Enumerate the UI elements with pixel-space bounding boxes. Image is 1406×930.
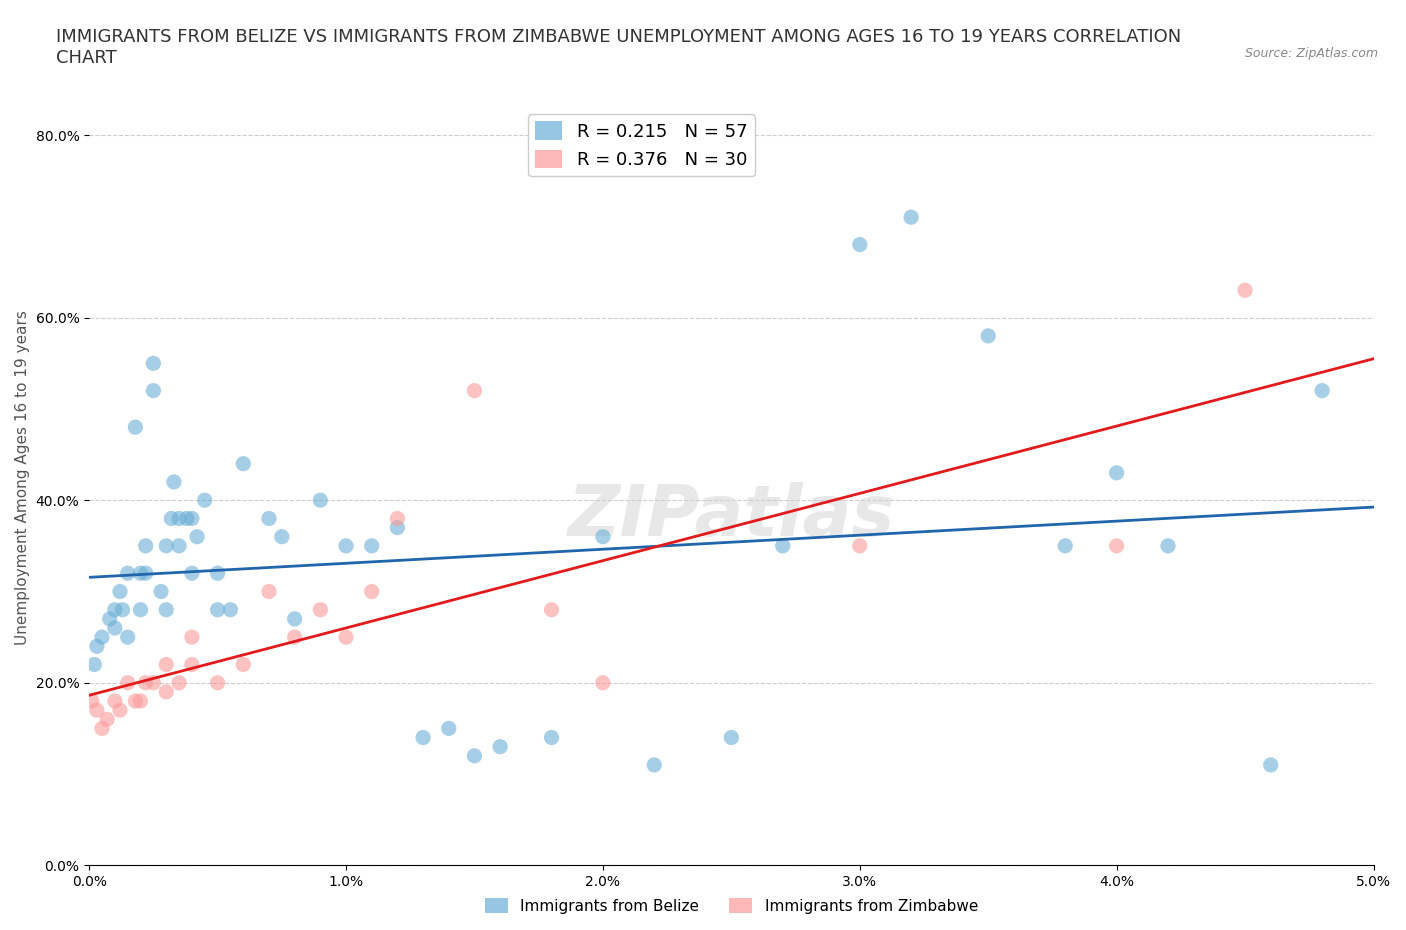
Point bbox=[135, 565, 157, 580]
Point bbox=[124, 694, 146, 709]
Point bbox=[1157, 538, 1180, 553]
Point bbox=[848, 237, 870, 252]
Point bbox=[155, 684, 177, 699]
Point bbox=[86, 703, 108, 718]
Point bbox=[91, 630, 114, 644]
Point bbox=[86, 639, 108, 654]
Point bbox=[772, 538, 794, 553]
Point bbox=[135, 675, 157, 690]
Point bbox=[463, 749, 485, 764]
Text: Source: ZipAtlas.com: Source: ZipAtlas.com bbox=[1244, 46, 1378, 60]
Point bbox=[167, 511, 190, 525]
Point bbox=[98, 611, 121, 626]
Point bbox=[232, 457, 254, 472]
Point bbox=[1105, 465, 1128, 480]
Point bbox=[592, 675, 614, 690]
Point bbox=[1105, 538, 1128, 553]
Point bbox=[643, 758, 665, 773]
Text: ZIPatlas: ZIPatlas bbox=[568, 482, 896, 551]
Point bbox=[108, 584, 131, 599]
Point bbox=[257, 511, 280, 525]
Point bbox=[129, 565, 152, 580]
Point bbox=[1054, 538, 1077, 553]
Point bbox=[135, 538, 157, 553]
Point bbox=[437, 721, 460, 736]
Point bbox=[117, 565, 139, 580]
Point bbox=[83, 658, 105, 672]
Point bbox=[977, 328, 1000, 343]
Point bbox=[155, 538, 177, 553]
Point bbox=[309, 603, 332, 618]
Point bbox=[176, 511, 198, 525]
Point bbox=[194, 493, 217, 508]
Point bbox=[207, 675, 229, 690]
Point bbox=[142, 356, 165, 371]
Point bbox=[180, 658, 202, 672]
Point bbox=[180, 565, 202, 580]
Point bbox=[270, 529, 292, 544]
Point bbox=[309, 493, 332, 508]
Point bbox=[129, 694, 152, 709]
Point bbox=[80, 694, 103, 709]
Point bbox=[160, 511, 183, 525]
Point bbox=[108, 703, 131, 718]
Point bbox=[207, 565, 229, 580]
Point bbox=[142, 383, 165, 398]
Point bbox=[540, 603, 562, 618]
Point bbox=[150, 584, 173, 599]
Point bbox=[91, 721, 114, 736]
Point bbox=[335, 630, 357, 644]
Point bbox=[104, 694, 127, 709]
Point bbox=[232, 658, 254, 672]
Point bbox=[111, 603, 134, 618]
Point bbox=[155, 603, 177, 618]
Point bbox=[163, 474, 186, 489]
Point bbox=[489, 739, 512, 754]
Point bbox=[335, 538, 357, 553]
Point bbox=[463, 383, 485, 398]
Point bbox=[129, 603, 152, 618]
Point bbox=[167, 538, 190, 553]
Point bbox=[186, 529, 208, 544]
Point bbox=[412, 730, 434, 745]
Point bbox=[900, 210, 922, 225]
Text: IMMIGRANTS FROM BELIZE VS IMMIGRANTS FROM ZIMBABWE UNEMPLOYMENT AMONG AGES 16 TO: IMMIGRANTS FROM BELIZE VS IMMIGRANTS FRO… bbox=[56, 28, 1181, 67]
Point bbox=[284, 611, 307, 626]
Point bbox=[142, 675, 165, 690]
Point bbox=[104, 620, 127, 635]
Point bbox=[257, 584, 280, 599]
Point bbox=[360, 538, 382, 553]
Point bbox=[219, 603, 242, 618]
Point bbox=[167, 675, 190, 690]
Point bbox=[207, 603, 229, 618]
Point bbox=[387, 520, 409, 535]
Point bbox=[117, 675, 139, 690]
Point bbox=[180, 630, 202, 644]
Point bbox=[1310, 383, 1333, 398]
Y-axis label: Unemployment Among Ages 16 to 19 years: Unemployment Among Ages 16 to 19 years bbox=[15, 310, 30, 644]
Point bbox=[540, 730, 562, 745]
Point bbox=[360, 584, 382, 599]
Point bbox=[848, 538, 870, 553]
Legend: Immigrants from Belize, Immigrants from Zimbabwe: Immigrants from Belize, Immigrants from … bbox=[478, 892, 984, 920]
Point bbox=[1260, 758, 1282, 773]
Point bbox=[117, 630, 139, 644]
Point bbox=[592, 529, 614, 544]
Point bbox=[104, 603, 127, 618]
Point bbox=[387, 511, 409, 525]
Point bbox=[96, 711, 118, 726]
Point bbox=[720, 730, 742, 745]
Point bbox=[124, 419, 146, 434]
Point bbox=[155, 658, 177, 672]
Point bbox=[180, 511, 202, 525]
Point bbox=[1234, 283, 1257, 298]
Point bbox=[284, 630, 307, 644]
